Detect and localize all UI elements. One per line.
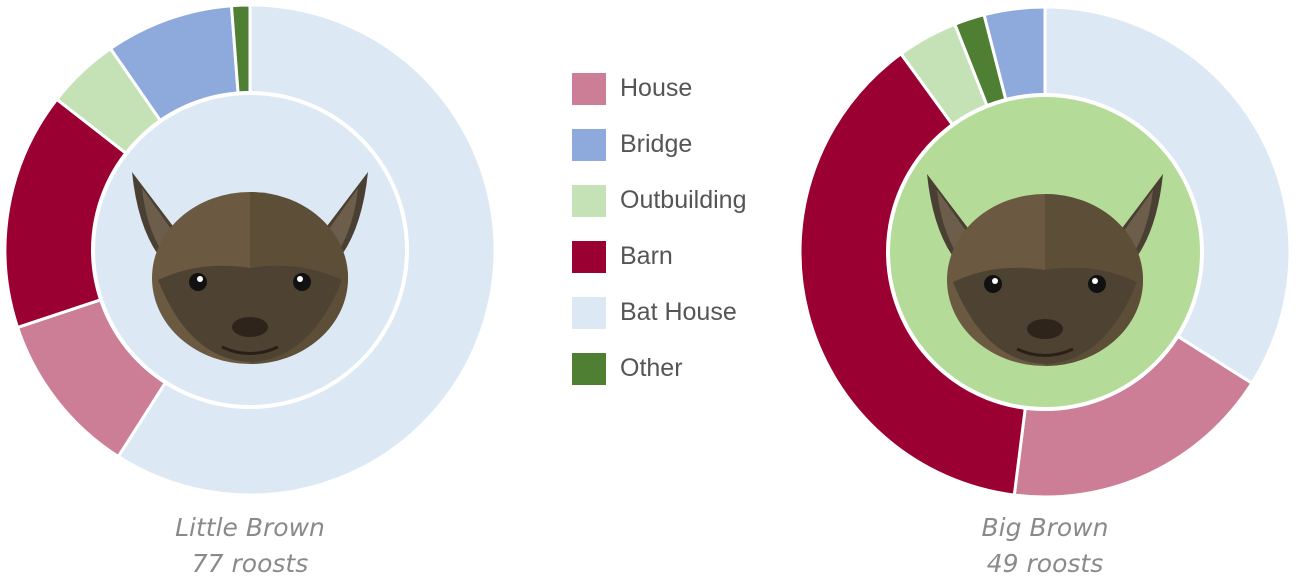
big-brown-donut	[798, 5, 1292, 499]
legend-label: Other	[620, 354, 683, 382]
species-label: Little Brown	[175, 513, 325, 542]
bat-face-icon	[132, 172, 368, 364]
legend-swatch	[572, 129, 606, 161]
little-brown-donut	[3, 3, 497, 497]
legend-swatch	[572, 185, 606, 217]
legend-swatch	[572, 297, 606, 329]
legend-label: Bridge	[620, 130, 693, 158]
legend-label: Outbuilding	[620, 186, 747, 214]
little-brown-caption: Little Brown 77 roosts	[100, 510, 400, 582]
legend-label: Bat House	[620, 298, 737, 326]
legend-label: House	[620, 74, 693, 102]
legend-swatch	[572, 73, 606, 105]
roost-count: 77 roosts	[191, 549, 309, 578]
big-brown-caption: Big Brown 49 roosts	[895, 510, 1195, 582]
species-label: Big Brown	[981, 513, 1109, 542]
roost-count: 49 roosts	[986, 549, 1104, 578]
legend-swatch	[572, 353, 606, 385]
legend-label: Barn	[620, 242, 673, 270]
legend-swatch	[572, 241, 606, 273]
bat-face-icon	[927, 174, 1163, 366]
